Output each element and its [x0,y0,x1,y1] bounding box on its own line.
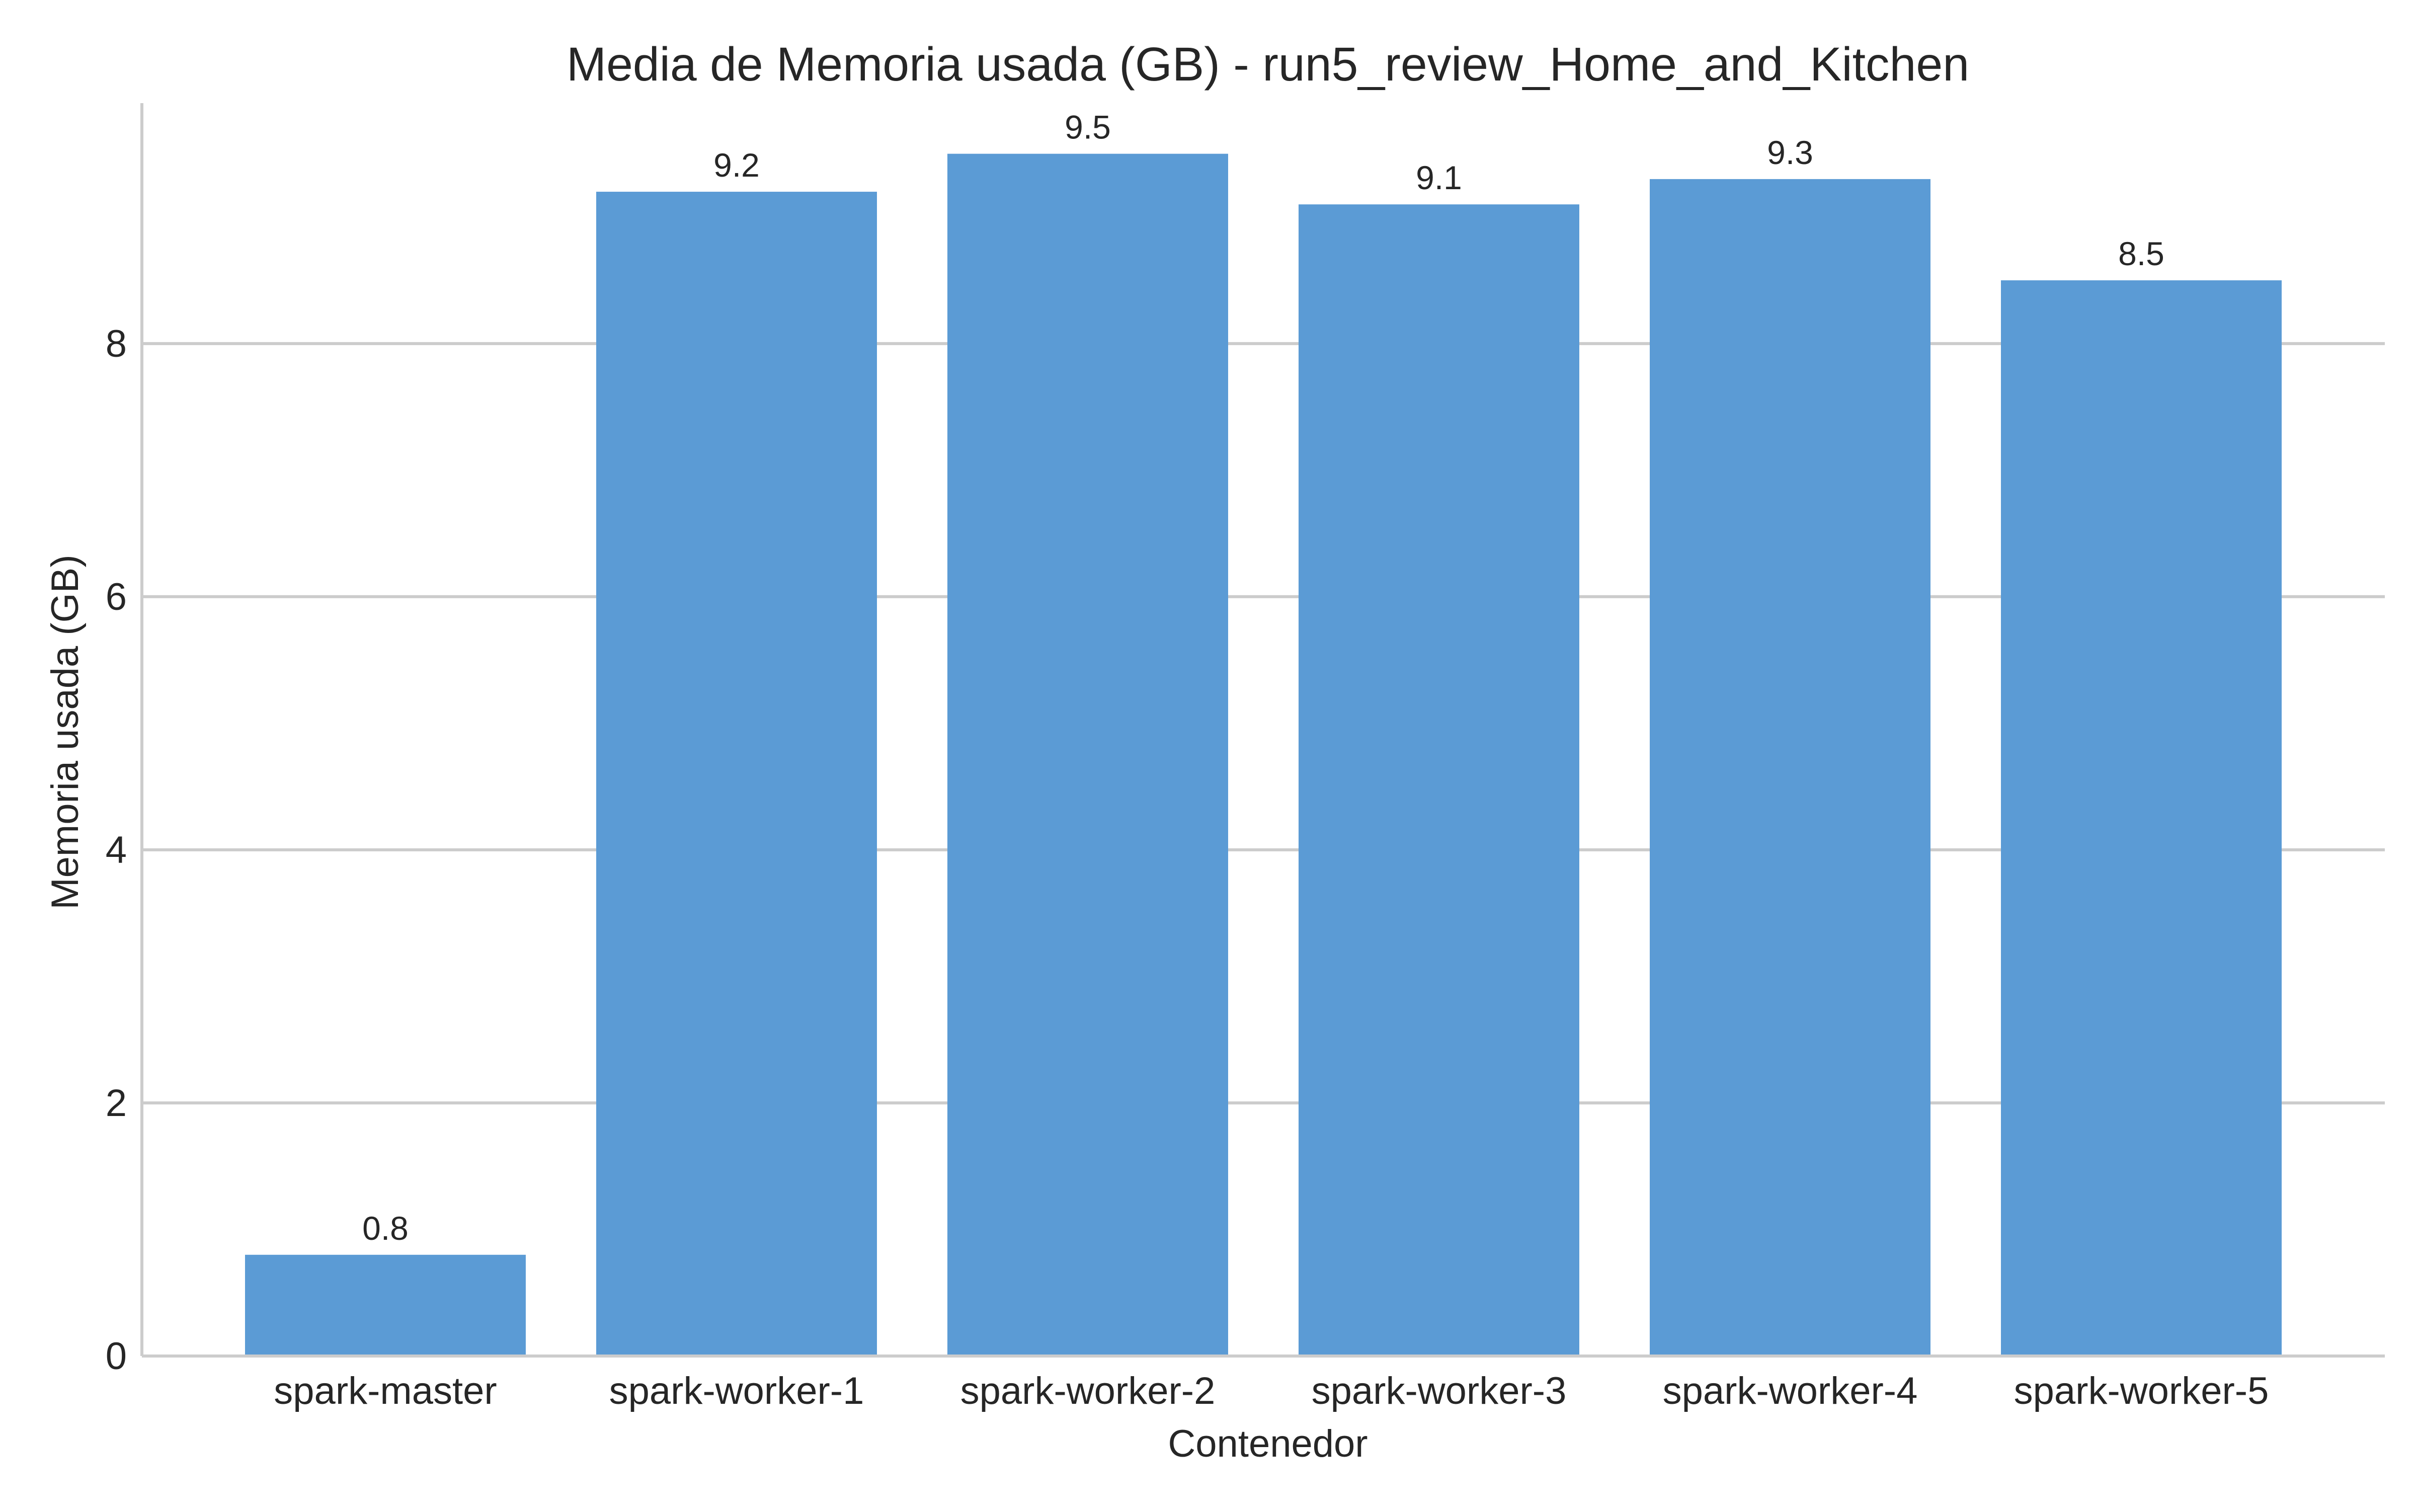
x-tick-label-spark-worker-1: spark-worker-1 [609,1370,864,1412]
y-tick-label: 6 [106,576,127,618]
y-tick-label: 2 [106,1082,127,1125]
x-tick-label-spark-worker-5: spark-worker-5 [2014,1370,2269,1412]
x-tick-label-spark-worker-3: spark-worker-3 [1312,1370,1567,1412]
data-label-spark-worker-4: 9.3 [1767,134,1813,171]
bars [245,153,2282,1357]
y-axis-title: Memoria usada (GB) [44,554,87,909]
bar-spark-worker-5 [2001,280,2282,1357]
y-tick-label: 0 [106,1335,127,1378]
bar-spark-worker-1 [596,192,877,1357]
y-tick-labels: 0 2 4 6 8 [106,323,127,1378]
data-label-spark-master: 0.8 [362,1210,409,1247]
data-label-spark-worker-5: 8.5 [2118,235,2164,272]
bar-spark-master [245,1254,526,1356]
data-label-spark-worker-1: 9.2 [713,146,760,184]
y-tick-label: 8 [106,323,127,365]
x-tick-label-spark-worker-4: spark-worker-4 [1663,1370,1918,1412]
data-label-spark-worker-3: 9.1 [1416,159,1462,196]
data-labels: 0.8 9.2 9.5 9.1 9.3 8.5 [362,109,2164,1247]
data-label-spark-worker-2: 9.5 [1065,109,1111,146]
x-tick-labels: spark-master spark-worker-1 spark-worker-2… [274,1370,2269,1412]
bar-spark-worker-2 [947,153,1228,1357]
x-axis-title: Contenedor [1168,1422,1367,1465]
bar-spark-worker-3 [1299,204,1579,1356]
chart-title: Media de Memoria usada (GB) - run5_revie… [567,38,1969,91]
y-tick-label: 4 [106,829,127,871]
axes [140,103,2385,1358]
x-tick-label-spark-worker-2: spark-worker-2 [960,1370,1216,1412]
bar-spark-worker-4 [1650,179,1930,1356]
x-tick-label-spark-master: spark-master [274,1370,497,1412]
